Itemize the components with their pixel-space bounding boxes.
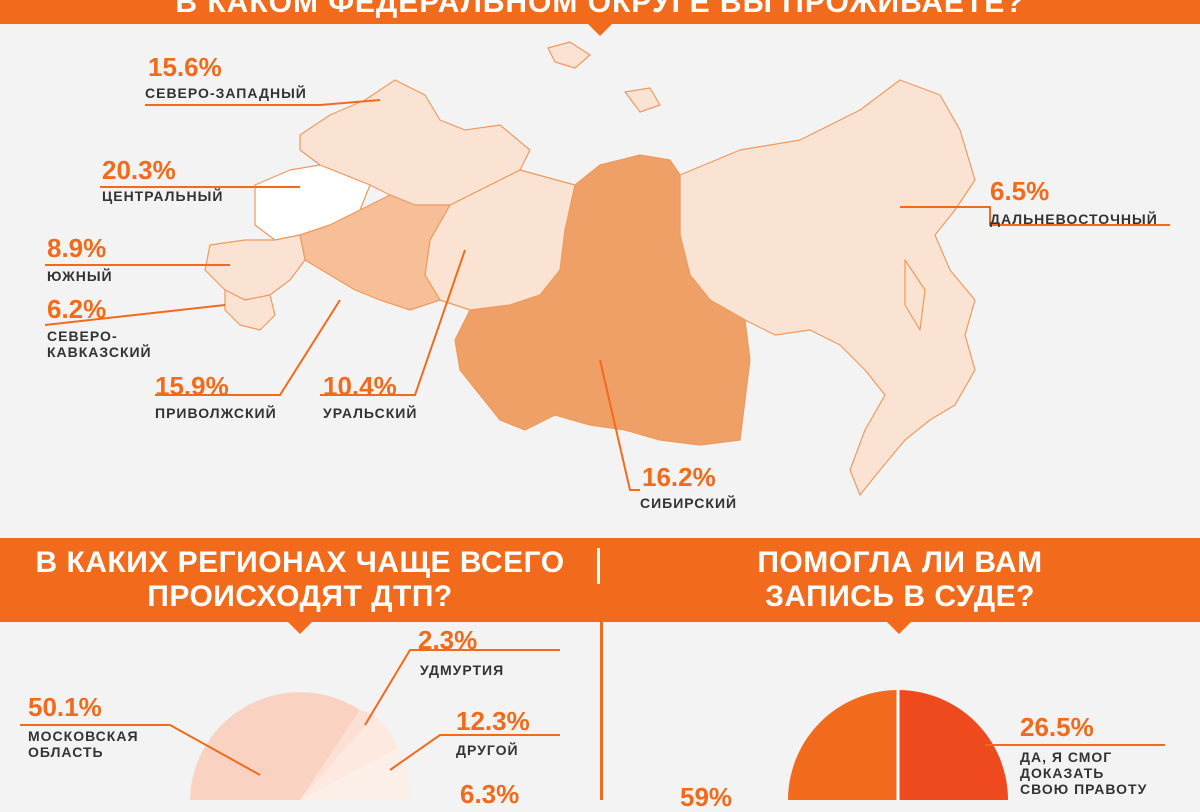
section-headings-band: В КАКИХ РЕГИОНАХ ЧАЩЕ ВСЕГО ПРОИСХОДЯТ Д… xyxy=(0,538,1200,622)
pct-volga: 15.9% xyxy=(155,371,229,401)
pct-moscow: 50.1% xyxy=(28,692,102,722)
pct-fourth: 6.3% xyxy=(460,779,520,809)
label-north-west: СЕВЕРО-ЗАПАДНЫЙ xyxy=(145,85,307,101)
leader-line-ural xyxy=(320,249,466,396)
heading-divider xyxy=(597,548,600,584)
pie-slice-no xyxy=(788,690,898,800)
pct-udmurtia: 2.3% xyxy=(418,625,478,655)
label-central: ЦЕНТРАЛЬНЫЙ xyxy=(102,188,224,204)
label-volga: ПРИВОЛЖСКИЙ xyxy=(155,405,277,421)
label-other: ДРУГОЙ xyxy=(456,742,519,758)
map-region-far-east xyxy=(679,79,976,496)
pie-slice-fourth xyxy=(300,748,411,800)
leader-line-far-east xyxy=(900,206,1170,226)
top-title-band: В КАКОМ ФЕДЕРАЛЬНОМ ОКРУГЕ ВЫ ПРОЖИВАЕТЕ… xyxy=(0,0,1200,24)
court-heading: ПОМОГЛА ЛИ ВАМ ЗАПИСЬ В СУДЕ? xyxy=(757,546,1043,613)
pie-slice-yes xyxy=(898,690,1008,800)
pct-north-west: 15.6% xyxy=(148,52,222,82)
label-far-east: ДАЛЬНЕВОСТОЧНЫЙ xyxy=(990,211,1158,227)
leader-line-north-caucasus xyxy=(44,304,226,326)
pct-siberia: 16.2% xyxy=(642,462,716,492)
pct-yes: 26.5% xyxy=(1020,712,1094,742)
regions-band-notch xyxy=(288,622,312,634)
leader-line-siberia xyxy=(599,359,640,491)
pct-central: 20.3% xyxy=(102,155,176,185)
label-yes: ДА, Я СМОГ ДОКАЗАТЬ СВОЮ ПРАВОТУ xyxy=(1020,749,1148,797)
pie1-leader-other xyxy=(389,734,560,771)
top-band-notch xyxy=(588,24,612,36)
pct-far-east: 6.5% xyxy=(990,176,1050,206)
leader-line-volga xyxy=(155,299,341,396)
map-region-south xyxy=(204,234,306,301)
pie-slice-other xyxy=(300,715,398,800)
pie1-leader-udmurtia xyxy=(364,649,560,726)
map-region-volga xyxy=(299,194,451,311)
label-ural: УРАЛЬСКИЙ xyxy=(323,405,418,421)
court-band-notch xyxy=(887,622,911,634)
map-region-north-caucasus xyxy=(224,289,276,331)
pie-slice-udmurtia xyxy=(300,710,375,800)
pct-no: 59% xyxy=(680,782,733,812)
pct-south: 8.9% xyxy=(47,233,107,263)
regions-pie-chart xyxy=(20,649,560,800)
label-siberia: СИБИРСКИЙ xyxy=(640,495,738,511)
leader-line-north-west xyxy=(145,99,381,106)
pct-north-caucasus: 6.2% xyxy=(47,294,107,324)
top-title: В КАКОМ ФЕДЕРАЛЬНОМ ОКРУГЕ ВЫ ПРОЖИВАЕТЕ… xyxy=(175,0,1025,19)
label-moscow: МОСКОВСКАЯ ОБЛАСТЬ xyxy=(28,728,139,760)
court-pie-chart xyxy=(788,690,1165,800)
pie-slice-moscow xyxy=(190,692,360,800)
section-vertical-divider xyxy=(600,622,603,800)
pct-other: 12.3% xyxy=(456,706,530,736)
label-udmurtia: УДМУРТИЯ xyxy=(420,662,505,678)
pct-ural: 10.4% xyxy=(323,371,397,401)
label-north-caucasus: СЕВЕРО- КАВКАЗСКИЙ xyxy=(47,328,152,360)
label-south: ЮЖНЫЙ xyxy=(47,268,113,284)
pie1-leader-moscow xyxy=(20,724,261,776)
regions-heading: В КАКИХ РЕГИОНАХ ЧАЩЕ ВСЕГО ПРОИСХОДЯТ Д… xyxy=(35,546,565,613)
